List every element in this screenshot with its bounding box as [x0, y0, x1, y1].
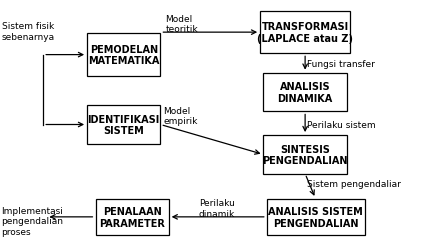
Bar — [264, 136, 347, 174]
Bar — [87, 34, 160, 77]
Text: Sistem pengendaliar: Sistem pengendaliar — [307, 180, 401, 189]
Text: ANALISIS SISTEM
PENGENDALIAN: ANALISIS SISTEM PENGENDALIAN — [268, 206, 363, 228]
Bar — [96, 199, 169, 235]
Text: Model
empirik: Model empirik — [163, 107, 198, 126]
Text: SINTESIS
PENGENDALIAN: SINTESIS PENGENDALIAN — [262, 144, 348, 166]
Bar — [266, 199, 365, 235]
Bar — [87, 106, 160, 144]
Text: Perilaku sistem: Perilaku sistem — [307, 121, 376, 130]
Text: Perilaku
dinamik: Perilaku dinamik — [198, 199, 235, 218]
Text: TRANSFORMASI
(LAPLACE atau Z): TRANSFORMASI (LAPLACE atau Z) — [257, 22, 353, 44]
Text: IDENTIFIKASI
SISTEM: IDENTIFIKASI SISTEM — [88, 114, 160, 136]
Text: PENALAAN
PARAMETER: PENALAAN PARAMETER — [99, 206, 165, 228]
Text: Model
teoritik: Model teoritik — [165, 15, 198, 34]
Text: Sistem fisik
sebenarnya: Sistem fisik sebenarnya — [2, 22, 55, 42]
Text: Fungsi transfer: Fungsi transfer — [307, 60, 375, 68]
Text: ANALISIS
DINAMIKA: ANALISIS DINAMIKA — [278, 82, 333, 104]
Text: Implementasi
pengendalian
proses: Implementasi pengendalian proses — [2, 206, 63, 236]
Bar — [264, 74, 347, 112]
Text: PEMODELAN
MATEMATIKA: PEMODELAN MATEMATIKA — [88, 45, 159, 66]
Bar — [260, 12, 350, 54]
